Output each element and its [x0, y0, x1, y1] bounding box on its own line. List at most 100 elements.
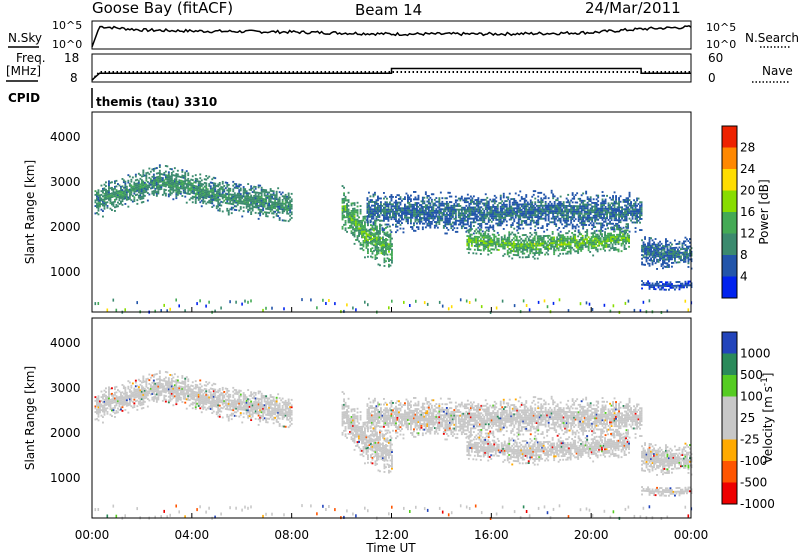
power-cell	[508, 235, 511, 237]
power-cell	[362, 217, 365, 220]
power-cell	[506, 236, 509, 239]
power-cell	[197, 199, 200, 201]
power-cell	[524, 243, 527, 246]
power-cell	[553, 204, 556, 207]
power-cell	[582, 207, 585, 210]
power-cell	[143, 185, 146, 188]
power-cell	[479, 240, 482, 242]
power-cell	[106, 195, 109, 198]
power-cell	[435, 223, 438, 225]
power-cell	[263, 194, 266, 197]
power-cell	[659, 257, 661, 260]
power-cell	[553, 221, 556, 224]
power-cell	[453, 221, 456, 224]
power-cell	[480, 200, 483, 203]
power-cell	[421, 209, 424, 212]
power-cell	[468, 225, 471, 228]
power-cell	[142, 180, 145, 183]
power-cell	[157, 185, 160, 187]
power-cell	[413, 215, 415, 217]
power-cell	[477, 226, 480, 229]
power-cell	[369, 212, 372, 214]
power-cell	[265, 207, 268, 210]
power-cell	[426, 224, 429, 227]
power-cell	[197, 193, 200, 196]
power-cell	[137, 183, 140, 186]
power-cell	[592, 226, 595, 228]
power-cell	[616, 210, 619, 212]
power-cell	[448, 217, 451, 220]
power-cell	[241, 202, 244, 205]
power-cell	[581, 242, 584, 245]
power-cell	[572, 248, 575, 251]
power-cell	[627, 226, 629, 229]
power-cell	[372, 214, 375, 216]
power-cell	[148, 186, 151, 188]
power-cell	[208, 199, 211, 202]
power-cell	[589, 243, 592, 246]
power-cell	[407, 205, 409, 208]
power-cell	[609, 211, 611, 214]
power-cell	[508, 238, 511, 241]
power-cell	[544, 214, 547, 216]
power-cell	[581, 238, 584, 241]
power-cell	[377, 206, 379, 209]
power-cell	[505, 238, 508, 241]
power-cell	[595, 246, 598, 249]
power-cell	[532, 221, 535, 224]
power-cell	[482, 245, 485, 248]
power-cell	[463, 223, 466, 226]
power-cell	[598, 213, 601, 216]
power-cell	[256, 197, 259, 200]
power-cell	[562, 249, 565, 251]
power-cell	[379, 242, 381, 244]
power-cell	[423, 211, 426, 214]
power-cell	[477, 206, 480, 209]
power-cell	[233, 205, 236, 208]
power-cell	[97, 198, 100, 201]
power-cell	[429, 209, 432, 212]
power-cell	[516, 211, 519, 213]
power-cell	[553, 247, 556, 250]
power-cell	[613, 219, 616, 222]
power-cell	[442, 210, 445, 213]
power-cell	[599, 231, 602, 234]
power-cell	[227, 202, 230, 205]
power-cell	[117, 205, 119, 208]
power-cell	[260, 186, 263, 189]
power-cell	[553, 210, 556, 213]
power-cell	[221, 193, 224, 196]
power-cell	[460, 195, 463, 198]
power-cell	[269, 204, 272, 207]
power-cell	[517, 245, 520, 247]
power-cell	[432, 202, 435, 205]
power-cell	[506, 242, 509, 245]
power-cell	[606, 224, 608, 227]
power-cell	[376, 236, 378, 239]
power-cell	[429, 196, 432, 199]
power-cell	[540, 215, 543, 218]
power-cell	[347, 210, 350, 213]
power-cell	[385, 251, 387, 253]
power-cell	[361, 225, 363, 228]
power-cell	[595, 194, 598, 197]
power-cell	[389, 240, 392, 243]
power-cell	[616, 233, 618, 236]
power-cell	[610, 208, 613, 210]
power-cell	[538, 216, 541, 218]
power-cell	[654, 243, 657, 246]
power-cell	[536, 242, 539, 245]
power-cell	[454, 221, 457, 224]
power-cell	[421, 222, 424, 225]
power-cell	[218, 209, 221, 212]
power-cell	[490, 206, 493, 208]
power-cell	[628, 202, 631, 205]
power-cell	[341, 209, 344, 212]
power-cell	[662, 267, 664, 270]
power-cell	[269, 197, 272, 200]
power-cell	[684, 240, 687, 243]
power-cell	[547, 253, 550, 256]
power-cell	[485, 244, 488, 247]
power-cell	[349, 215, 351, 218]
power-cell	[368, 204, 370, 207]
